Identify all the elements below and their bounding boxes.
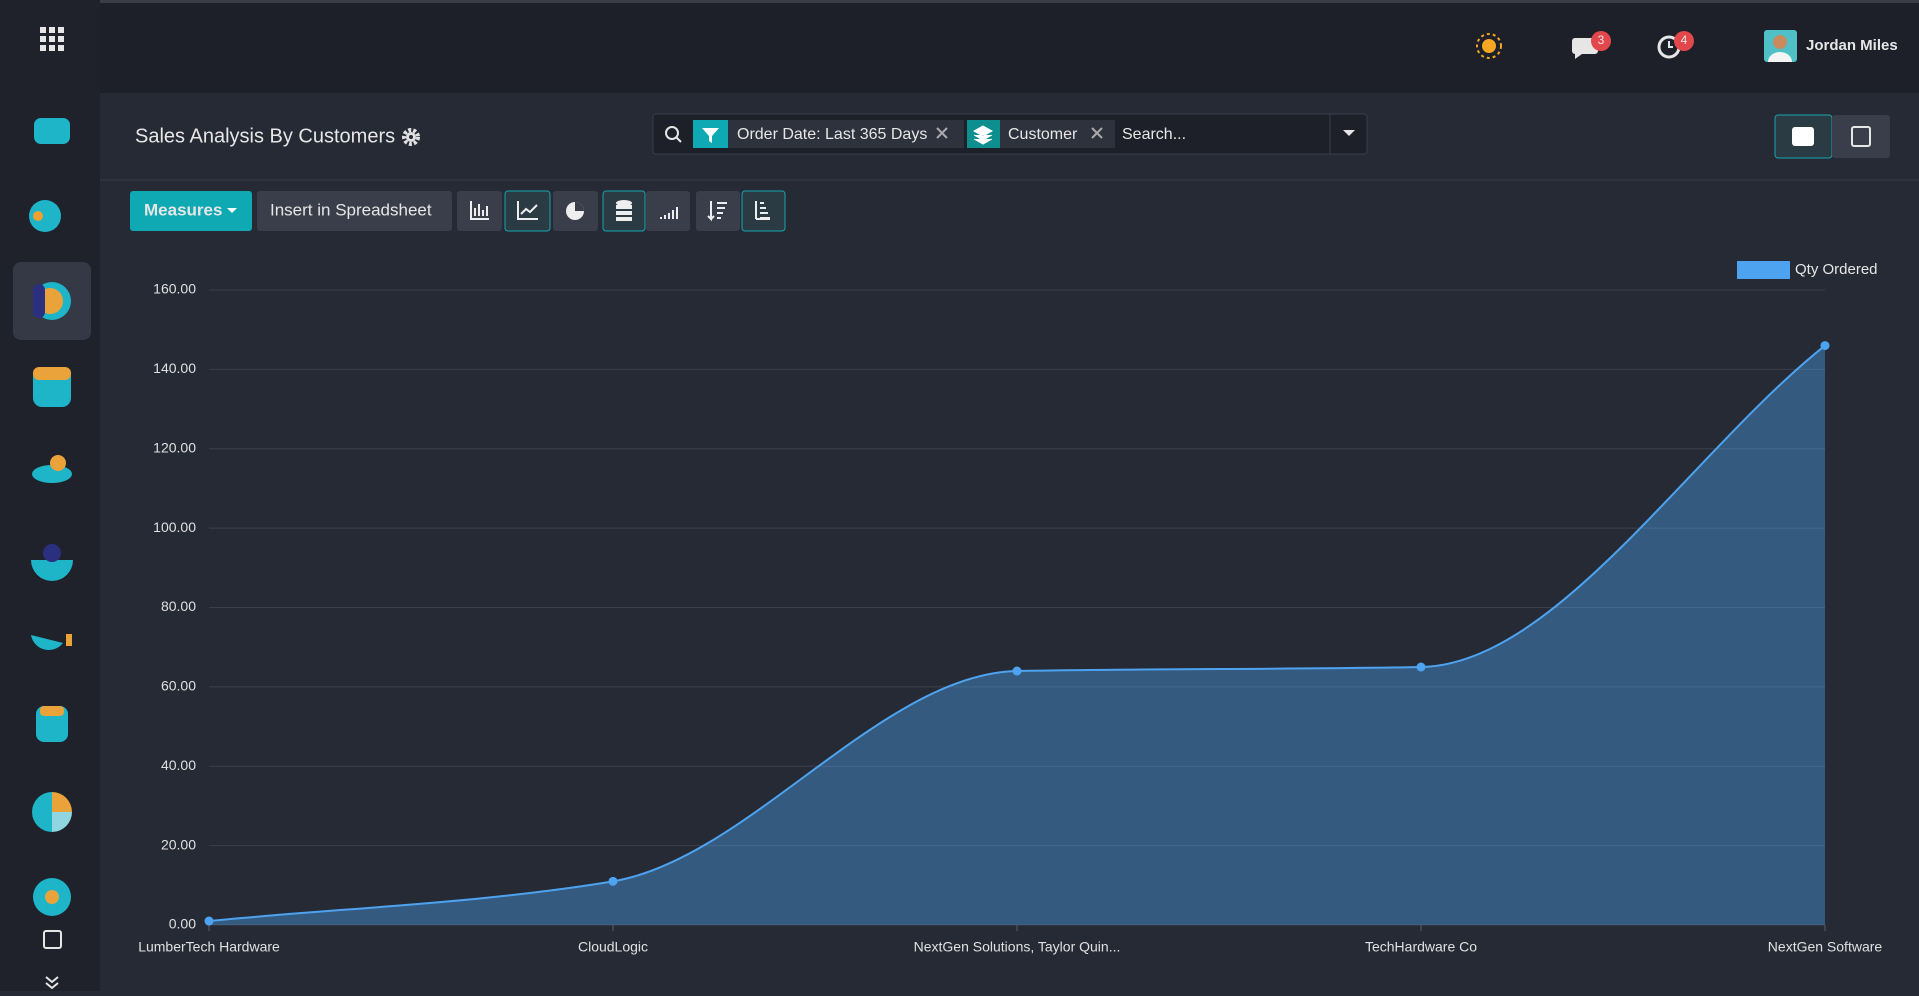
groupby-icon bbox=[972, 125, 994, 145]
apps-menu[interactable] bbox=[40, 27, 64, 51]
area bbox=[209, 345, 1825, 925]
badge bbox=[1674, 31, 1694, 51]
settings-gear[interactable] bbox=[402, 128, 420, 146]
measures-btn[interactable] bbox=[130, 191, 252, 231]
search-dropdown[interactable] bbox=[1343, 130, 1355, 136]
y-tick-label: 40.00 bbox=[161, 757, 196, 773]
filter-facet bbox=[728, 120, 964, 148]
top-edge bbox=[0, 0, 1919, 3]
remove-filter[interactable] bbox=[936, 127, 948, 139]
search-icon bbox=[675, 136, 682, 143]
theme-toggle[interactable] bbox=[1476, 33, 1502, 59]
badge bbox=[1591, 31, 1611, 51]
search-placeholder[interactable]: Search... bbox=[1122, 126, 1186, 143]
activities-badge: 4 bbox=[1681, 33, 1688, 47]
insert-label[interactable]: Insert in Spreadsheet bbox=[270, 200, 432, 219]
page-title: Sales Analysis By Customers bbox=[135, 125, 395, 147]
top-bar bbox=[0, 0, 1919, 93]
toolbar-icons[interactable] bbox=[457, 190, 786, 232]
groupby-label: Customer bbox=[1008, 126, 1078, 143]
y-tick-label: 20.00 bbox=[161, 836, 196, 852]
legend-label: Qty Ordered bbox=[1795, 261, 1878, 278]
sidebar bbox=[0, 0, 100, 991]
caret bbox=[227, 208, 237, 213]
pivot-view-btn[interactable] bbox=[1832, 115, 1890, 158]
legend-swatch bbox=[1737, 261, 1790, 279]
point bbox=[1820, 341, 1830, 351]
x-tick-label: NextGen Solutions, Taylor Quin... bbox=[914, 939, 1121, 955]
point bbox=[1012, 666, 1022, 676]
point bbox=[608, 876, 618, 886]
messages-badge: 3 bbox=[1598, 33, 1605, 47]
y-tick-label: 120.00 bbox=[153, 439, 196, 455]
pivot-view-icon bbox=[1851, 126, 1871, 147]
measures-label[interactable]: Measures bbox=[144, 200, 222, 219]
x-tick-label: NextGen Software bbox=[1768, 939, 1883, 955]
app-icons[interactable] bbox=[29, 118, 73, 990]
y-tick-label: 140.00 bbox=[153, 360, 196, 376]
insert-btn[interactable] bbox=[257, 191, 452, 231]
filter-icon bbox=[702, 128, 719, 143]
chart: 0.00 20.00 40.00 60.00 80.00 100.00 120.00 140.… bbox=[138, 261, 1882, 955]
y-tick-label: 80.00 bbox=[161, 598, 196, 614]
y-tick-label: 60.00 bbox=[161, 678, 196, 694]
y-tick-label: 100.00 bbox=[153, 519, 196, 535]
y-tick-label: 160.00 bbox=[153, 281, 196, 297]
x-tick-label: LumberTech Hardware bbox=[138, 939, 280, 955]
x-tick-label: CloudLogic bbox=[578, 939, 648, 955]
remove-groupby[interactable] bbox=[1091, 127, 1103, 139]
avatar[interactable] bbox=[1764, 30, 1797, 62]
x-tick-label: TechHardware Co bbox=[1365, 939, 1477, 955]
point bbox=[204, 916, 214, 926]
search-icon bbox=[665, 126, 679, 140]
y-tick-label: 0.00 bbox=[169, 916, 196, 932]
user-name[interactable]: Jordan Miles bbox=[1806, 37, 1898, 54]
point bbox=[1416, 662, 1426, 672]
filter-label: Order Date: Last 365 Days bbox=[737, 126, 927, 143]
graph-view-icon bbox=[1792, 127, 1814, 146]
